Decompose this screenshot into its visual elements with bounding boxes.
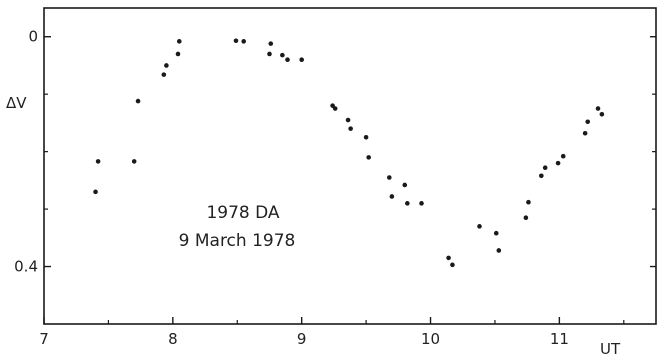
data-point-38 xyxy=(585,119,591,125)
data-point-1 xyxy=(95,159,101,164)
data-point-10 xyxy=(267,51,272,57)
data-point-9 xyxy=(241,39,247,44)
data-point-14 xyxy=(299,57,304,63)
x-axis-label: UT xyxy=(600,340,621,358)
data-point-17 xyxy=(345,117,351,123)
x-tick-label-0: 7 xyxy=(39,330,49,348)
data-point-31 xyxy=(523,215,529,221)
data-point-18 xyxy=(348,126,353,131)
data-point-23 xyxy=(402,182,408,188)
data-point-8 xyxy=(233,38,239,44)
data-point-20 xyxy=(366,155,371,160)
data-point-40 xyxy=(599,111,605,117)
tick-labels: 7 8 9 10 11 0 0.4 xyxy=(14,28,569,348)
data-point-11 xyxy=(268,41,274,46)
data-points xyxy=(93,38,605,268)
data-point-27 xyxy=(450,262,455,268)
data-point-29 xyxy=(493,230,499,236)
annotation-date: 9 March 1978 xyxy=(179,231,296,251)
data-point-4 xyxy=(161,72,167,77)
data-point-32 xyxy=(526,199,531,205)
data-point-5 xyxy=(164,63,169,68)
data-point-39 xyxy=(595,106,601,111)
y-tick-label-1: 0.4 xyxy=(14,258,38,276)
data-point-24 xyxy=(405,201,410,206)
x-tick-label-3: 10 xyxy=(421,330,440,348)
data-point-6 xyxy=(175,51,181,57)
y-tick-label-0: 0 xyxy=(28,28,38,46)
y-axis-label: ΔV xyxy=(6,94,27,112)
data-point-21 xyxy=(386,175,392,180)
data-point-3 xyxy=(135,98,141,104)
data-point-37 xyxy=(582,130,588,136)
data-point-16 xyxy=(332,106,338,111)
x-tick-label-1: 8 xyxy=(168,330,178,348)
data-point-36 xyxy=(560,153,566,159)
x-tick-label-4: 11 xyxy=(550,330,569,348)
data-point-28 xyxy=(477,224,482,229)
plot-frame xyxy=(43,7,657,325)
data-point-34 xyxy=(542,165,548,171)
data-point-0 xyxy=(93,189,98,195)
data-point-25 xyxy=(419,201,424,206)
data-point-19 xyxy=(363,134,369,140)
data-point-2 xyxy=(131,159,137,164)
data-point-35 xyxy=(555,160,561,166)
data-point-12 xyxy=(280,52,285,58)
data-point-22 xyxy=(389,194,395,199)
x-tick-label-2: 9 xyxy=(297,330,307,348)
data-point-30 xyxy=(496,248,502,253)
data-point-13 xyxy=(285,57,290,63)
tick-marks xyxy=(43,36,656,324)
data-point-33 xyxy=(539,173,544,179)
annotation-object-name: 1978 DA xyxy=(206,203,279,223)
data-point-7 xyxy=(176,39,182,44)
data-point-26 xyxy=(446,255,451,261)
